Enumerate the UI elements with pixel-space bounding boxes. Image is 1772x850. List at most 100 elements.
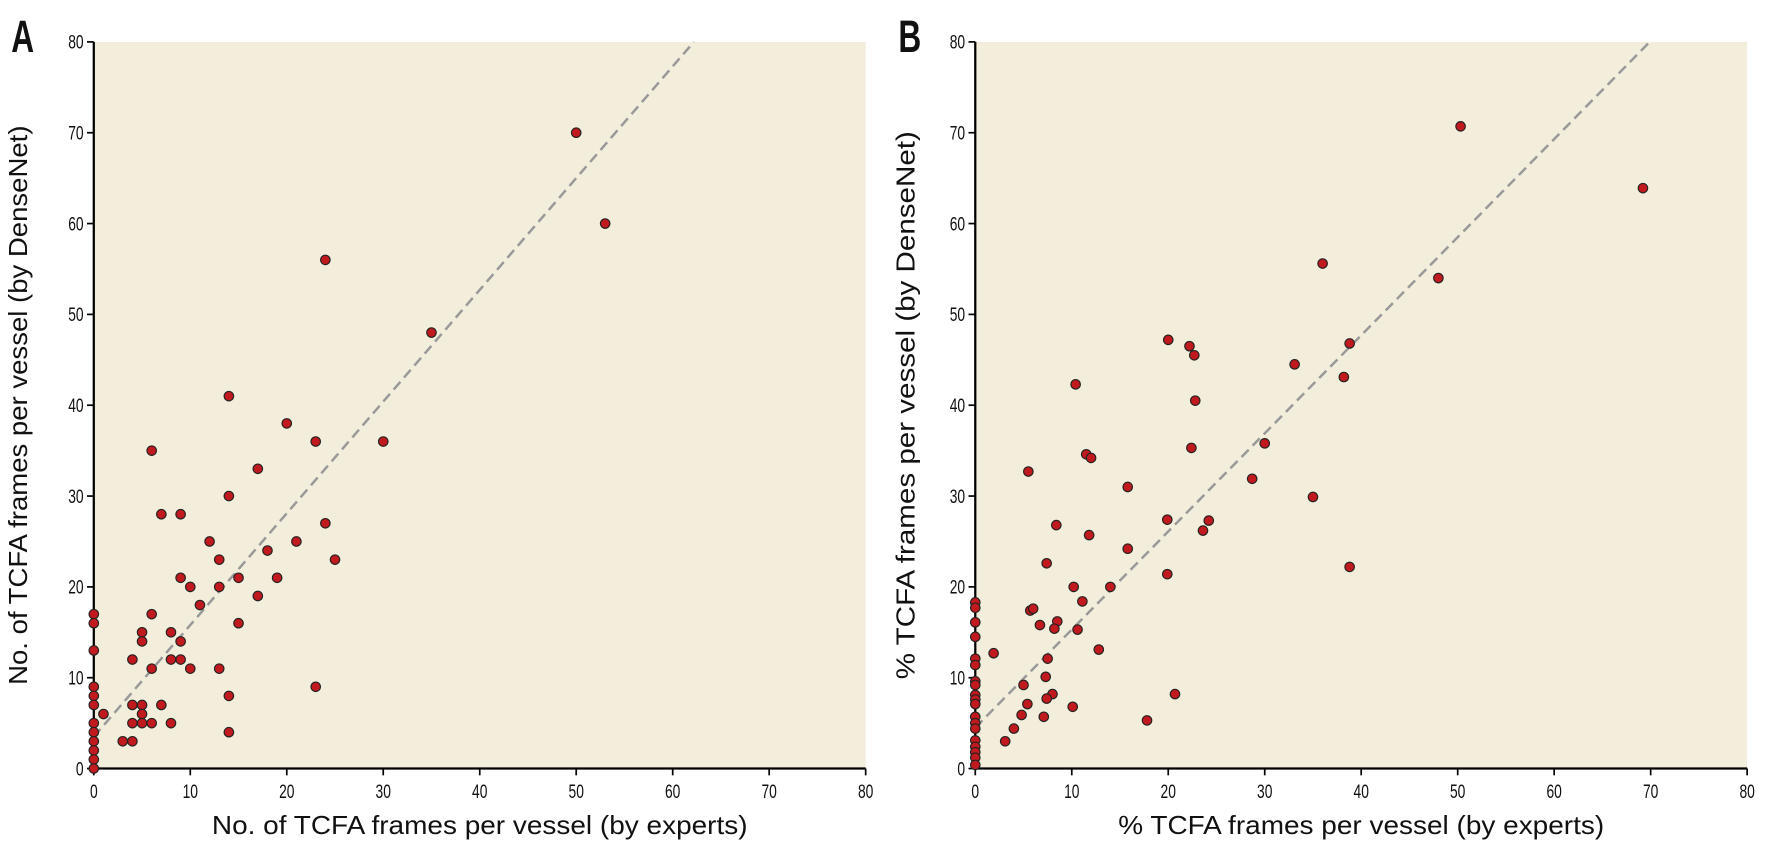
data-point — [969, 602, 981, 614]
data-point — [1307, 491, 1319, 503]
data-point — [271, 572, 283, 584]
data-point — [291, 536, 302, 547]
data-point — [1455, 121, 1466, 132]
y-tick-label: 40 — [68, 395, 83, 417]
data-point — [1338, 371, 1350, 383]
data-point — [136, 708, 148, 720]
y-tick-label: 0 — [76, 758, 84, 780]
y-tick-label: 70 — [950, 122, 965, 144]
data-point — [1189, 395, 1201, 406]
x-tick-label: 80 — [858, 781, 873, 803]
data-point — [969, 759, 981, 771]
y-tick-label: 60 — [950, 213, 965, 235]
data-point — [1034, 619, 1046, 631]
data-point — [1018, 679, 1029, 691]
y-axis-label: % TCFA frames per vessel (by DenseNet) — [890, 131, 920, 679]
x-tick-label: 60 — [1546, 781, 1561, 803]
x-tick-label: 50 — [1450, 781, 1465, 803]
data-point — [1041, 693, 1052, 704]
data-point — [88, 754, 100, 765]
data-point — [1083, 529, 1095, 541]
data-point — [1259, 438, 1271, 449]
data-point — [175, 636, 186, 647]
data-point — [988, 647, 999, 659]
y-tick-label: 50 — [68, 304, 83, 326]
data-point — [165, 717, 177, 729]
data-point — [1067, 701, 1079, 713]
x-tick-label: 70 — [761, 781, 776, 803]
data-point — [570, 127, 582, 139]
data-point — [88, 681, 100, 693]
data-point — [233, 617, 244, 629]
x-tick-label: 0 — [90, 781, 98, 803]
data-point — [1161, 568, 1173, 580]
plot-background — [93, 41, 866, 769]
data-point — [969, 659, 981, 671]
y-tick-label: 20 — [950, 576, 965, 598]
data-point — [146, 608, 157, 620]
panel-b: 0 10 20 30 40 50 60 70 80 0 10 20 30 40 50 60 70 80 % TCFA… — [890, 13, 1755, 840]
y-tick-label: 70 — [68, 122, 83, 144]
x-axis-label: % TCFA frames per vessel (by experts) — [1118, 810, 1604, 840]
data-point — [1162, 334, 1174, 346]
data-point — [1049, 623, 1060, 634]
data-point — [999, 735, 1011, 747]
x-tick-label: 80 — [1739, 781, 1754, 803]
data-point — [1317, 258, 1328, 269]
data-point — [136, 717, 148, 729]
data-point — [1085, 452, 1097, 464]
data-point — [1246, 473, 1258, 485]
y-tick-label: 80 — [68, 31, 83, 53]
data-point — [223, 690, 235, 702]
data-point — [88, 735, 100, 747]
data-point — [223, 726, 235, 738]
y-tick-label: 30 — [950, 486, 965, 508]
data-point — [184, 581, 196, 593]
data-point — [146, 717, 157, 729]
data-point — [1186, 442, 1197, 454]
x-tick-label: 30 — [376, 781, 391, 803]
data-point — [88, 608, 100, 620]
data-point — [175, 508, 186, 520]
data-point — [1022, 698, 1033, 710]
panel-label: A — [11, 13, 34, 63]
x-tick-label: 20 — [279, 781, 294, 803]
data-point — [1077, 596, 1088, 607]
data-point — [223, 490, 235, 502]
data-point — [156, 508, 167, 520]
x-tick-label: 40 — [472, 781, 487, 803]
data-point — [156, 699, 167, 711]
data-point — [233, 572, 244, 584]
data-point — [127, 717, 138, 729]
data-point — [969, 617, 981, 628]
data-point — [1041, 557, 1052, 569]
y-tick-label: 50 — [950, 304, 965, 326]
data-point — [1637, 182, 1649, 194]
data-point — [377, 436, 389, 447]
data-point — [1038, 711, 1050, 723]
data-point — [1070, 379, 1081, 390]
data-point — [184, 663, 196, 674]
data-point — [1197, 525, 1209, 536]
panel-label: B — [898, 13, 921, 63]
x-tick-label: 30 — [1257, 781, 1272, 803]
data-point — [213, 581, 225, 593]
data-point — [320, 517, 331, 529]
data-point — [426, 327, 437, 338]
data-point — [1203, 515, 1215, 526]
y-tick-label: 30 — [68, 486, 83, 508]
data-point — [969, 723, 981, 734]
y-tick-label: 60 — [68, 213, 83, 235]
y-tick-label: 0 — [957, 758, 965, 780]
x-tick-label: 50 — [569, 781, 584, 803]
y-tick-label: 10 — [950, 667, 965, 689]
x-tick-label: 10 — [183, 781, 198, 803]
data-point — [1016, 709, 1027, 721]
data-point — [969, 679, 981, 691]
data-point — [1141, 715, 1153, 726]
data-point — [1008, 723, 1020, 734]
data-point — [599, 218, 611, 229]
data-point — [117, 735, 129, 747]
data-point — [165, 654, 177, 665]
